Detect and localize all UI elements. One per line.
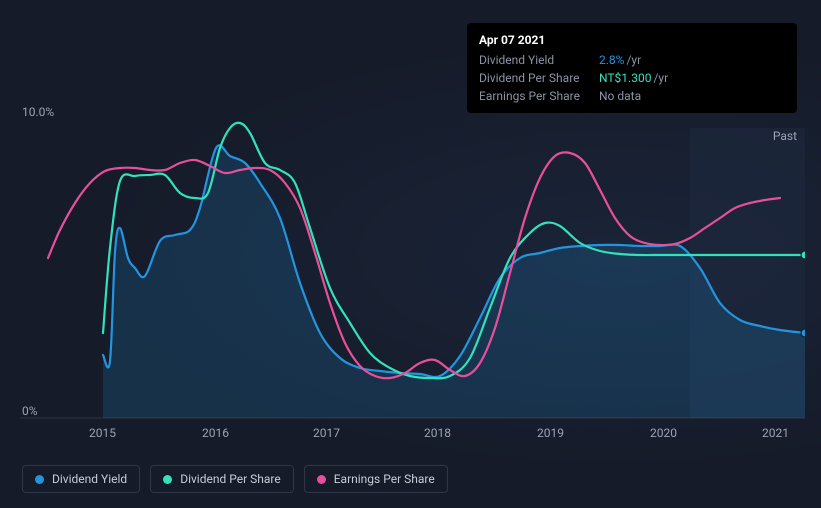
tooltip-row-label: Dividend Yield — [479, 51, 599, 69]
tooltip-row: Dividend Per ShareNT$1.300 /yr — [479, 69, 785, 87]
legend-item[interactable]: Dividend Yield — [22, 465, 140, 493]
x-axis-tick: 2016 — [202, 426, 229, 440]
tooltip-row: Earnings Per ShareNo data — [479, 87, 785, 105]
x-axis-tick: 2021 — [762, 426, 789, 440]
legend-label: Dividend Per Share — [180, 472, 281, 486]
y-axis-min-label: 0% — [22, 404, 38, 418]
x-axis-tick: 2017 — [313, 426, 340, 440]
legend: Dividend Yield Dividend Per Share Earnings… — [22, 465, 448, 493]
tooltip-row-unit: /yr — [653, 69, 668, 87]
tooltip-row-value: No data — [599, 87, 641, 105]
tooltip-row-value: 2.8% — [599, 51, 624, 69]
tooltip-row: Dividend Yield2.8% /yr — [479, 51, 785, 69]
tooltip-row-unit: /yr — [626, 51, 641, 69]
x-axis-tick: 2019 — [537, 426, 564, 440]
tooltip-row-label: Dividend Per Share — [479, 69, 599, 87]
legend-dot-icon — [317, 475, 326, 484]
x-axis-tick: 2018 — [424, 426, 451, 440]
legend-item[interactable]: Earnings Per Share — [304, 465, 448, 493]
legend-dot-icon — [35, 475, 44, 484]
legend-dot-icon — [163, 475, 172, 484]
legend-item[interactable]: Dividend Per Share — [150, 465, 294, 493]
legend-label: Earnings Per Share — [334, 472, 435, 486]
chart-svg: Past — [20, 108, 805, 428]
chart-container: 10.0% 0% Past 20152016201720182019202020… — [20, 108, 805, 428]
y-axis-max-label: 10.0% — [22, 105, 54, 119]
x-axis-tick: 2020 — [650, 426, 677, 440]
tooltip-date: Apr 07 2021 — [479, 31, 785, 49]
tooltip-row-label: Earnings Per Share — [479, 87, 599, 105]
chart-tooltip: Apr 07 2021 Dividend Yield2.8% /yrDivide… — [467, 23, 797, 113]
svg-text:Past: Past — [773, 129, 797, 143]
x-axis-tick: 2015 — [89, 426, 116, 440]
legend-label: Dividend Yield — [52, 472, 127, 486]
tooltip-row-value: NT$1.300 — [599, 69, 651, 87]
